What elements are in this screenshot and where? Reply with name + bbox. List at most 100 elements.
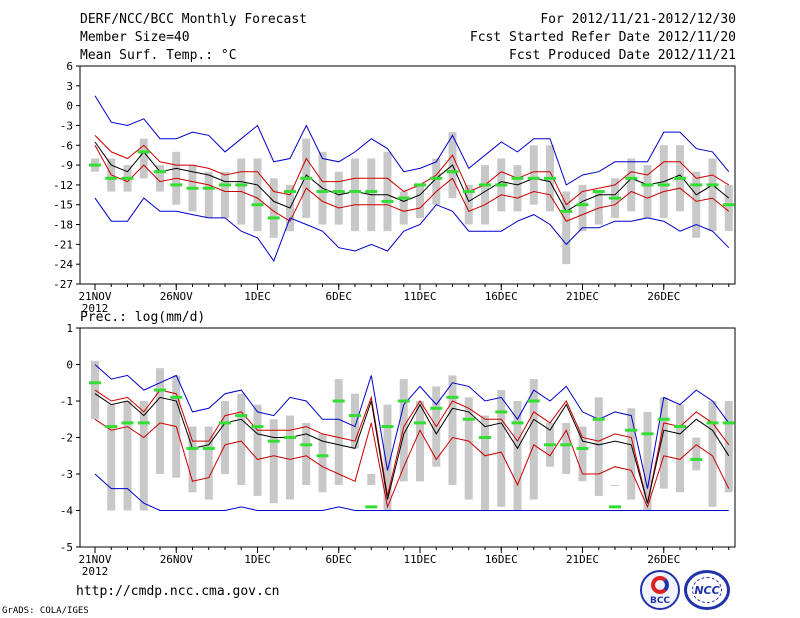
temp-y-tick-label: -3 <box>60 119 73 132</box>
temp-ensemble-box <box>351 158 359 232</box>
temp-observed-marker <box>349 190 361 194</box>
prec-y-tick-label: -3 <box>60 468 73 481</box>
prec-observed-marker <box>186 446 199 450</box>
temp-x-tick-label: 1DEC <box>244 290 271 303</box>
temp-observed-marker <box>446 170 459 174</box>
temp-y-tick-label: -6 <box>60 139 73 152</box>
temp-y-tick-label: 3 <box>66 80 73 93</box>
temp-ensemble-box <box>399 191 408 225</box>
temp-y-tick-label: -9 <box>60 159 73 172</box>
prec-observed-marker <box>479 436 491 439</box>
temp-ensemble-box <box>334 171 343 225</box>
temp-ensemble-box <box>578 184 587 232</box>
prec-y-tick-label: 0 <box>66 359 73 372</box>
temp-observed-marker <box>381 199 394 203</box>
prec-observed-marker <box>674 425 686 429</box>
temp-observed-marker <box>332 190 345 194</box>
temp-ensemble-box <box>724 184 733 232</box>
temp-x-tick-label: 11DEC <box>403 290 436 303</box>
grads-credit: GrADS: COLA/IGES <box>2 606 89 616</box>
temp-observed-marker <box>414 183 426 187</box>
bcc-logo-text: BCC <box>649 596 671 606</box>
prec-ensemble-box <box>237 393 246 485</box>
temp-observed-marker <box>365 190 378 194</box>
prec-observed-marker <box>381 425 394 429</box>
prec-ensemble-box <box>351 393 359 449</box>
prec-observed-marker <box>170 395 183 399</box>
temp-y-tick-label: -24 <box>53 258 73 271</box>
temp-x-tick-label: 16DEC <box>485 290 518 303</box>
prec-ensemble-box <box>123 401 132 511</box>
prec-x-tick-label: 6DEC <box>326 553 353 566</box>
ncc-logo: NCC <box>684 570 730 610</box>
prec-min-line <box>94 473 729 511</box>
prec-max-line <box>94 364 730 489</box>
prec-y-tick-label: -5 <box>60 541 73 554</box>
temp-observed-marker <box>674 176 686 180</box>
temp-observed-marker <box>657 183 670 187</box>
prec-x-tick-label: 11DEC <box>403 553 436 566</box>
temp-observed-marker <box>690 183 703 187</box>
prec-observed-marker <box>219 421 231 425</box>
prec-observed-marker <box>625 428 638 432</box>
temp-observed-marker <box>641 183 654 187</box>
temp-x-tick-label: 26NOV <box>160 290 193 303</box>
temp-mean-line <box>94 141 730 212</box>
prec-y-tick-label: -1 <box>60 395 73 408</box>
prec-x-tick-label: 16DEC <box>485 553 518 566</box>
temp-ensemble-box <box>416 184 424 218</box>
prec-x-tick-label: 21DEC <box>566 553 599 566</box>
prec-ensemble-box <box>611 484 619 486</box>
prec-ensemble-box <box>643 411 652 511</box>
prec-observed-marker <box>300 443 313 447</box>
temp-observed-marker <box>609 196 621 200</box>
temp-observed-marker <box>251 203 264 207</box>
prec-mean-line <box>94 393 730 504</box>
temp-observed-marker <box>170 183 183 187</box>
temp-x-tick-label: 6DEC <box>326 290 353 303</box>
figure-title: DERF/NCC/BCC Monthly Forecast <box>80 12 307 27</box>
temp-observed-marker <box>511 176 524 180</box>
prec-ensemble-box <box>139 401 148 511</box>
prec-observed-marker <box>609 505 621 509</box>
temp-ensemble-box <box>432 158 441 205</box>
temp-observed-marker <box>544 176 556 180</box>
prec-observed-marker <box>430 406 443 410</box>
temp-observed-marker <box>316 190 329 194</box>
temp-observed-marker <box>462 190 475 194</box>
source-url[interactable]: http://cmdp.ncc.cma.gov.cn <box>76 584 280 599</box>
prec-observed-marker <box>544 443 556 447</box>
prec-ensemble-box <box>692 437 701 471</box>
prec-observed-marker <box>527 399 540 403</box>
prec-ensemble-box <box>367 474 376 485</box>
temp-min-line <box>94 197 730 262</box>
temp-observed-marker <box>235 183 248 187</box>
prec-ensemble-box <box>724 401 733 493</box>
bcc-logo-swirl-icon <box>651 576 669 594</box>
temp-ensemble-box <box>383 151 392 232</box>
prec-ensemble-box <box>627 408 636 500</box>
temp-observed-marker <box>89 163 101 167</box>
prec-observed-marker <box>462 417 475 421</box>
bcc-logo: BCC <box>640 570 680 610</box>
temp-ensemble-box <box>481 165 489 225</box>
prec-observed-marker <box>560 443 573 447</box>
prec-ensemble-box <box>221 401 229 474</box>
prec-ensemble-box <box>497 390 506 507</box>
prec-observed-marker <box>641 432 654 436</box>
ncc-logo-text: NCC <box>694 584 720 597</box>
prec-observed-marker <box>105 425 118 429</box>
prec-observed-marker <box>202 446 215 450</box>
temp-observed-marker <box>300 176 313 180</box>
forecast-started-date: Fcst Started Refer Date 2012/11/20 <box>469 30 736 45</box>
forecast-period: For 2012/11/21-2012/12/30 <box>540 12 736 27</box>
temp-ensemble-box <box>562 191 571 265</box>
prec-ensemble-box <box>481 415 489 511</box>
temp-observed-marker <box>560 209 573 213</box>
prec-ensemble-box <box>269 419 278 504</box>
prec-observed-marker <box>332 399 345 403</box>
temp-observed-marker <box>202 186 215 190</box>
prec-observed-marker <box>235 414 248 418</box>
temp-observed-marker <box>397 196 410 200</box>
